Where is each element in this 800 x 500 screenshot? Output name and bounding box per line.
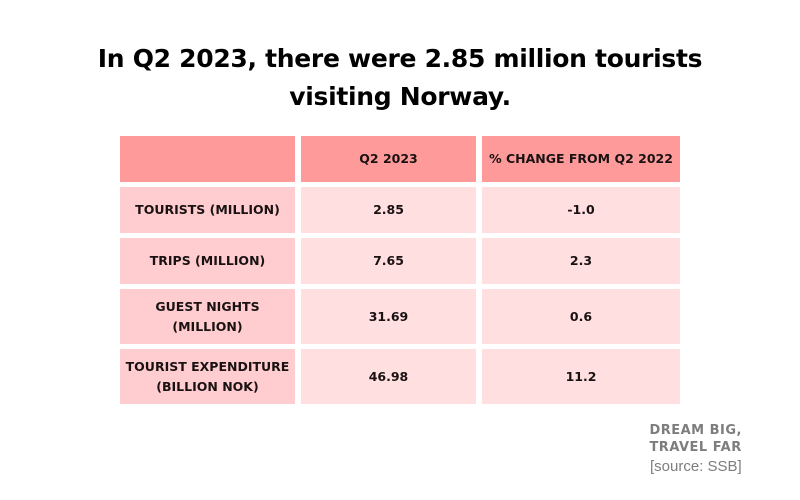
expenditure-q2-2023: 46.98 <box>301 349 476 404</box>
header-empty-cell <box>120 136 295 182</box>
brand-tagline: DREAM BIG, TRAVEL FAR <box>649 422 742 456</box>
tourists-change: -1.0 <box>482 187 680 233</box>
trips-q2-2023: 7.65 <box>301 238 476 284</box>
title-line-1: In Q2 2023, there were 2.85 million tour… <box>97 44 703 73</box>
source-note: [source: SSB] <box>650 458 742 475</box>
title-line-2: visiting Norway. <box>289 82 511 111</box>
brand-line-1: DREAM BIG, <box>649 423 742 438</box>
expenditure-change: 11.2 <box>482 349 680 404</box>
brand-line-2: TRAVEL FAR <box>649 440 742 455</box>
label-line-1: TOURIST EXPENDITURE <box>125 358 290 374</box>
guest-nights-change: 0.6 <box>482 289 680 344</box>
row-label-guest-nights: GUEST NIGHTS (MILLION) <box>120 289 295 344</box>
page-title: In Q2 2023, there were 2.85 million tour… <box>0 40 800 116</box>
guest-nights-q2-2023: 31.69 <box>301 289 476 344</box>
label-line-2: (BILLION NOK) <box>156 378 259 394</box>
label-line-1: GUEST NIGHTS <box>155 298 260 314</box>
header-pct-change: % CHANGE FROM Q2 2022 <box>482 136 680 182</box>
label-line-2: (MILLION) <box>172 318 243 334</box>
header-q2-2023: Q2 2023 <box>301 136 476 182</box>
row-label-tourists: TOURISTS (MILLION) <box>120 187 295 233</box>
trips-change: 2.3 <box>482 238 680 284</box>
row-label-tourist-expenditure: TOURIST EXPENDITURE (BILLION NOK) <box>120 349 295 404</box>
tourists-q2-2023: 2.85 <box>301 187 476 233</box>
row-label-trips: TRIPS (MILLION) <box>120 238 295 284</box>
